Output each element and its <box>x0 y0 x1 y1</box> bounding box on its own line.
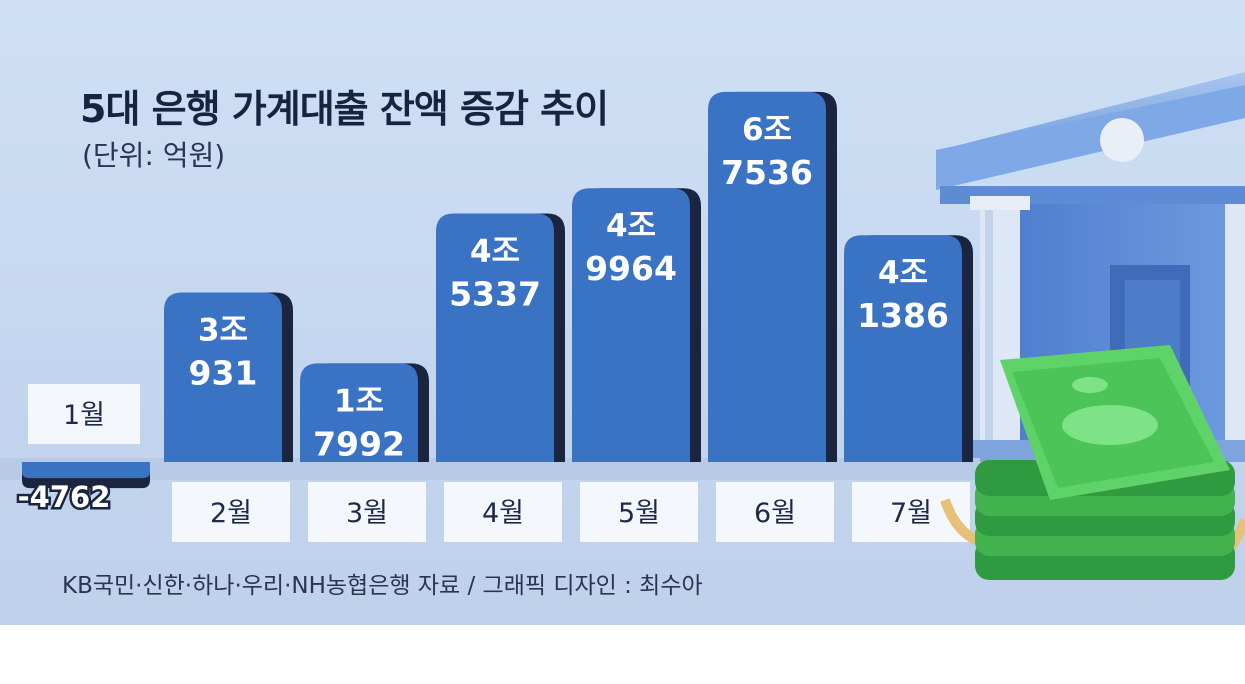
month-label-box <box>716 482 834 542</box>
bar-value-label-unit: 3조 <box>198 312 248 348</box>
month-label-box <box>308 482 426 542</box>
bar-value-label-unit: 4조 <box>878 255 928 291</box>
bar-value-label: 931 <box>189 353 258 392</box>
bar <box>300 363 418 462</box>
bar <box>22 462 150 479</box>
bar-value-label: 7992 <box>313 424 405 463</box>
month-label-box <box>444 482 562 542</box>
month-label: 4월 <box>482 498 524 529</box>
bar-value-label-unit: 6조 <box>742 112 792 148</box>
bar-value-label-unit: 1조 <box>334 383 384 419</box>
month-label: 5월 <box>618 498 660 529</box>
month-label: 2월 <box>210 498 252 529</box>
bar-value-label: 1386 <box>857 296 949 335</box>
bar <box>436 213 554 462</box>
month-label-box <box>28 384 140 444</box>
bar <box>708 91 826 463</box>
month-label: 6월 <box>754 498 796 529</box>
bar <box>164 292 282 462</box>
bar-value-label: 7536 <box>721 153 813 192</box>
money-stack-illustration <box>940 345 1245 580</box>
month-label-box <box>172 482 290 542</box>
unit-label: (단위: 억원) <box>82 139 226 172</box>
bar-group-2: 3조 931 2월 <box>164 292 293 542</box>
bar-chart: -4762 1월 3조 931 2월 1조 7992 3월 4조 5337 4월 4조 9964 5월 6조… <box>0 91 980 542</box>
bar-group-7: 4조 1386 7월 <box>844 235 973 542</box>
month-label: 7월 <box>890 498 932 529</box>
bar-value-label-unit: 4조 <box>606 208 656 244</box>
month-label: 3월 <box>346 498 388 529</box>
bar-group-1: -4762 1월 <box>15 384 150 517</box>
bar-value-label-unit: 4조 <box>470 234 520 270</box>
bar-group-3: 1조 7992 3월 <box>300 363 429 542</box>
bar-value-label: 9964 <box>585 249 677 288</box>
bar-group-5: 4조 9964 5월 <box>572 188 701 542</box>
bar-group-6: 6조 7536 6월 <box>708 91 837 542</box>
chart-title: 5대 은행 가계대출 잔액 증감 추이 <box>80 87 609 131</box>
month-label: 1월 <box>63 400 105 431</box>
bar-group-4: 4조 5337 4월 <box>436 213 565 542</box>
baseline-band <box>0 458 980 480</box>
bar-value-label: 5337 <box>449 275 541 314</box>
source-credit: KB국민·신한·하나·우리·NH농협은행 자료 / 그래픽 디자인 : 최수아 <box>62 573 703 599</box>
bar <box>572 188 690 463</box>
month-label-box <box>580 482 698 542</box>
chart-panel: -4762 1월 3조 931 2월 1조 7992 3월 4조 5337 4월 4조 9964 5월 6조… <box>0 0 1245 625</box>
bar <box>844 235 962 462</box>
bar-value-label: -4762 <box>18 480 111 514</box>
